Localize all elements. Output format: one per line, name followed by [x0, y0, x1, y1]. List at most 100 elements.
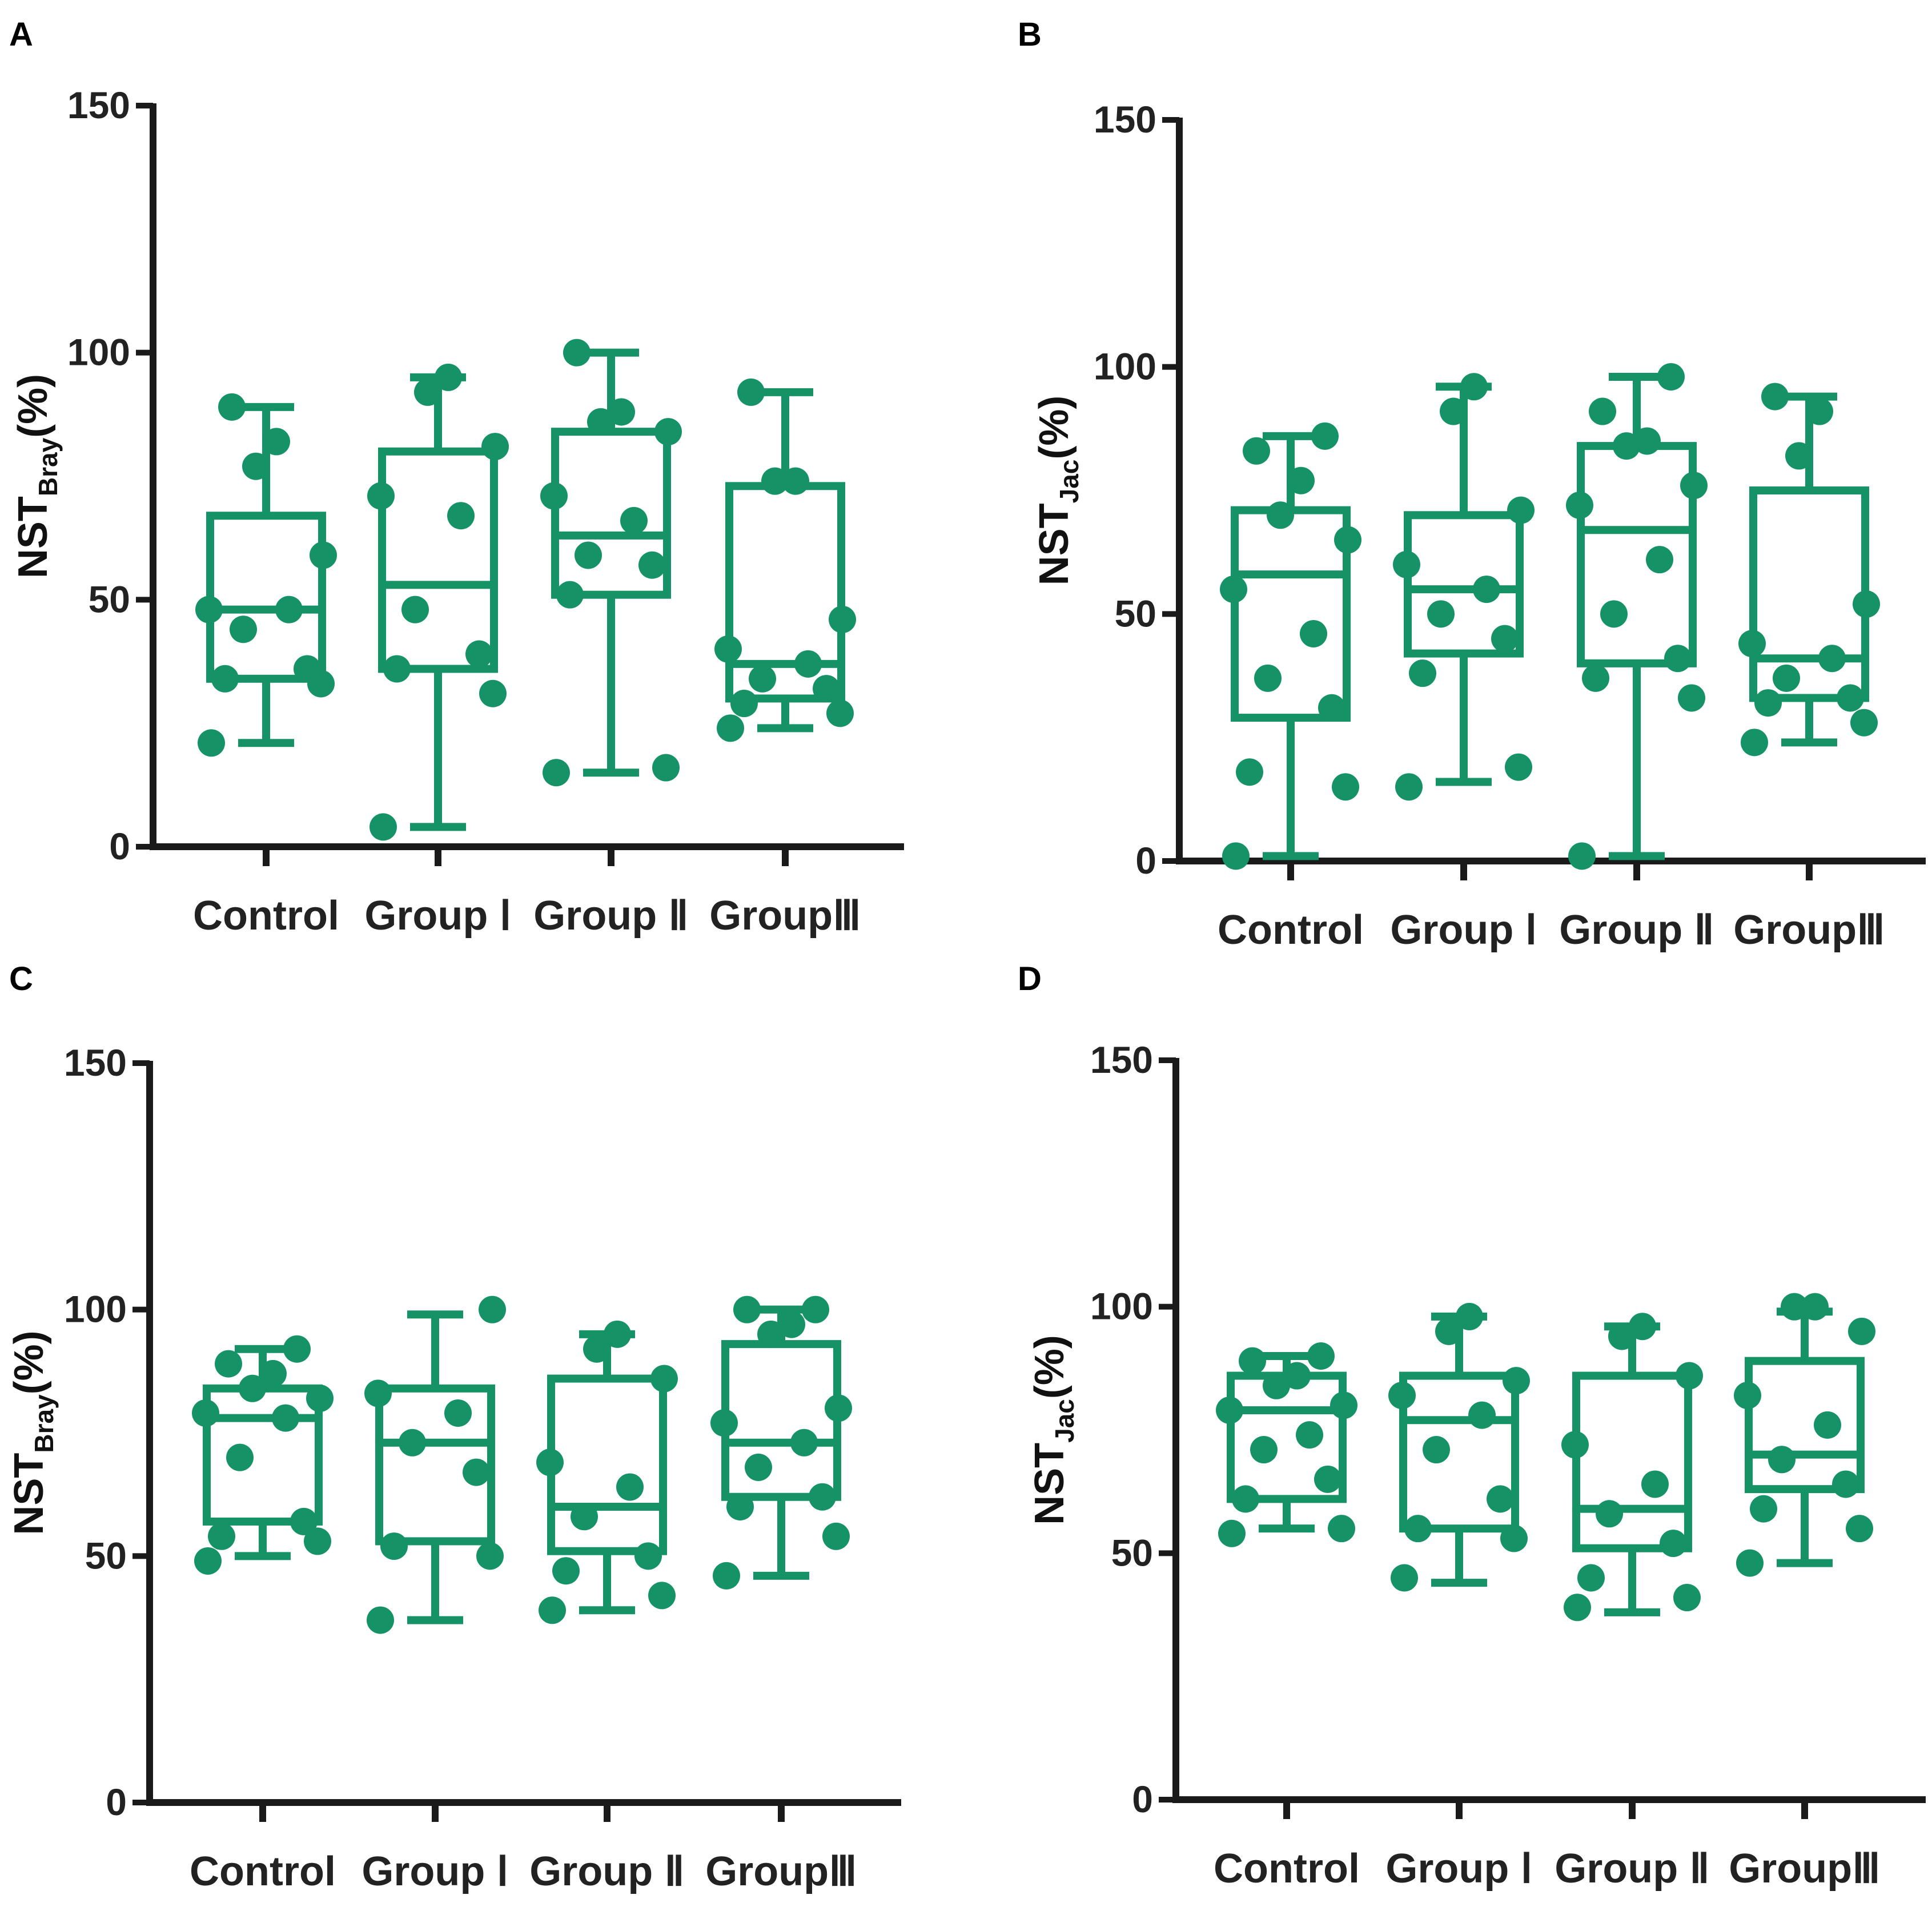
- data-point: [543, 759, 570, 787]
- data-point: [749, 665, 776, 693]
- data-point: [1473, 576, 1500, 604]
- y-tick-label: 150: [1090, 1039, 1153, 1081]
- data-point: [1267, 501, 1294, 529]
- y-tick-label: 0: [106, 1781, 127, 1823]
- data-point: [1848, 1317, 1875, 1345]
- data-point: [1678, 684, 1705, 712]
- panel-d: D 0 50 100 150 Control Group Ⅰ Group Ⅱ GroupⅢ NS…: [1018, 960, 1926, 1892]
- data-point: [1736, 1549, 1764, 1577]
- data-point: [230, 615, 257, 643]
- y-axis-title: NSTJac(%): [1031, 396, 1084, 586]
- y-tick-label: 0: [109, 825, 130, 867]
- data-point: [1657, 363, 1685, 391]
- box-iqr: [1577, 442, 1697, 667]
- x-tick-label: Group Ⅱ: [1559, 907, 1714, 953]
- y-tick-label: 150: [1094, 98, 1156, 140]
- data-point: [652, 754, 680, 782]
- panel-c-plot: 0 50 100 150 Control Group Ⅰ Group Ⅱ GroupⅢ NSTB…: [6, 1041, 901, 1894]
- x-tick-label: Group Ⅰ: [364, 893, 511, 939]
- data-point: [479, 679, 507, 707]
- data-point: [1283, 1362, 1311, 1390]
- data-point: [218, 393, 246, 421]
- data-point: [1218, 1519, 1246, 1547]
- data-point: [1328, 1515, 1355, 1543]
- data-point: [620, 506, 648, 534]
- y-axis-title: NSTBray(%): [6, 1330, 59, 1535]
- data-point: [1837, 684, 1864, 712]
- data-point: [733, 1296, 761, 1323]
- data-point: [369, 813, 397, 841]
- data-point: [826, 699, 854, 727]
- data-point: [757, 1320, 785, 1348]
- data-point: [1318, 694, 1345, 722]
- data-point: [604, 1320, 631, 1348]
- data-point: [463, 1458, 490, 1486]
- data-point: [1734, 1382, 1761, 1410]
- data-point: [194, 1547, 222, 1575]
- x-tick-label: Group Ⅱ: [1555, 1846, 1709, 1892]
- box-4: [721, 1305, 841, 1580]
- data-point: [1846, 1515, 1873, 1543]
- data-point: [1222, 842, 1250, 870]
- x-tick-label: Control: [1218, 907, 1364, 953]
- data-point: [1236, 758, 1263, 786]
- data-point: [809, 1483, 836, 1511]
- data-point: [1300, 619, 1327, 647]
- data-point: [583, 1335, 610, 1363]
- data-point: [1741, 729, 1768, 757]
- data-point: [1334, 526, 1361, 554]
- data-point: [1487, 1485, 1514, 1513]
- data-point: [1311, 422, 1339, 450]
- data-point: [575, 541, 602, 569]
- data-point: [1409, 659, 1436, 687]
- data-point: [444, 1399, 472, 1427]
- box-iqr: [721, 1340, 841, 1501]
- data-point: [650, 1365, 678, 1393]
- data-point: [1754, 689, 1782, 717]
- data-point: [481, 433, 509, 461]
- data-point: [648, 1582, 676, 1610]
- data-point: [1507, 496, 1535, 524]
- y-axis-title-sub: Bray: [29, 1394, 59, 1453]
- data-point: [1296, 1421, 1323, 1449]
- box-1: [1231, 432, 1351, 860]
- data-point: [294, 655, 321, 683]
- box-1: [206, 403, 326, 747]
- data-point: [571, 1503, 598, 1531]
- y-tick-label: 150: [64, 1041, 127, 1084]
- data-point: [263, 428, 290, 456]
- panel-label-b: B: [1018, 16, 1042, 53]
- x-tick-label: Control: [1214, 1846, 1360, 1892]
- panel-b-plot: 0 50 100 150 Control Group Ⅰ Group Ⅱ GroupⅢ NSTJ…: [1031, 98, 1926, 953]
- data-point: [1850, 709, 1878, 737]
- data-point: [476, 1542, 504, 1570]
- box-2: [378, 373, 498, 831]
- data-point: [710, 1409, 738, 1437]
- data-point: [1330, 1391, 1357, 1419]
- box-iqr: [203, 1384, 323, 1526]
- box-4: [1745, 1307, 1865, 1567]
- data-point: [1393, 550, 1420, 578]
- box-iqr: [206, 512, 326, 683]
- data-point: [563, 339, 591, 367]
- data-point: [198, 729, 225, 757]
- data-point: [239, 1374, 266, 1402]
- data-point: [272, 1404, 299, 1432]
- data-point: [399, 1429, 426, 1457]
- data-point: [1254, 664, 1282, 692]
- data-point: [1832, 1470, 1859, 1498]
- data-point: [1427, 600, 1455, 628]
- data-point: [1404, 1515, 1432, 1543]
- data-point: [552, 1557, 580, 1585]
- data-point: [713, 1562, 740, 1590]
- data-point: [1641, 1470, 1669, 1498]
- x-tick-label: Control: [193, 893, 339, 939]
- data-point: [608, 398, 635, 426]
- data-point: [654, 418, 682, 446]
- data-point: [1600, 600, 1628, 628]
- data-point: [1243, 437, 1270, 465]
- x-tick-label: Group Ⅱ: [533, 893, 688, 939]
- y-axis-title-main: NST: [6, 1453, 52, 1535]
- y-tick-label: 100: [1090, 1285, 1153, 1327]
- box-3: [551, 348, 671, 777]
